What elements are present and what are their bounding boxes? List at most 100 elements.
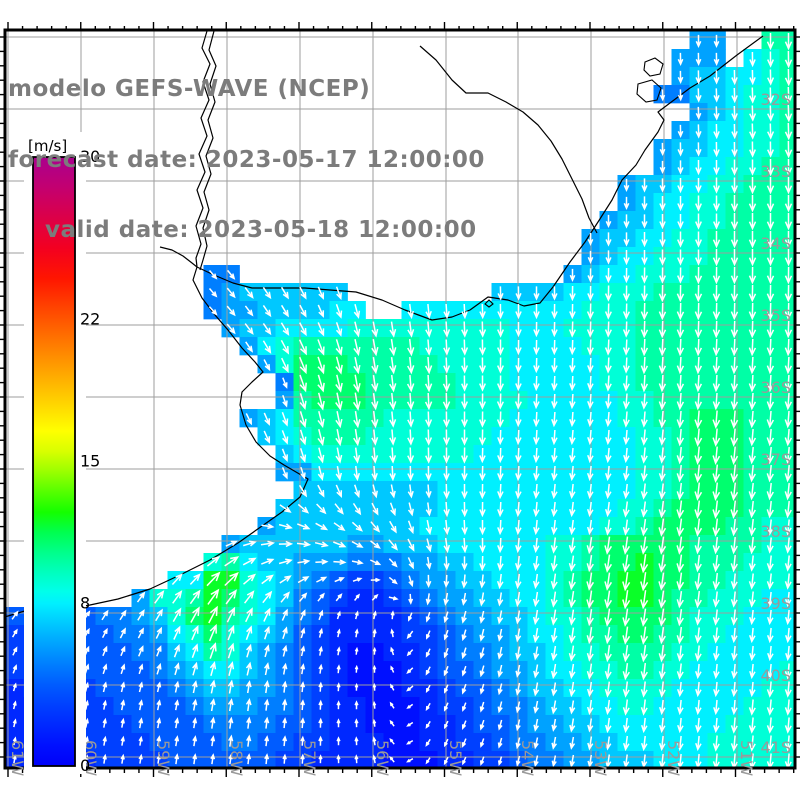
wind-arrow: [299, 411, 307, 428]
wind-arrow: [748, 356, 757, 375]
wind-arrow: [784, 338, 793, 357]
wind-arrow: [461, 393, 468, 410]
wind-arrow: [299, 304, 307, 318]
wind-cell: [779, 31, 795, 50]
wind-arrow: [766, 501, 774, 519]
lon-label: 51W: [737, 740, 756, 776]
wind-cell: [779, 265, 795, 284]
wind-arrow: [353, 374, 361, 393]
wind-arrow: [317, 374, 325, 393]
wind-arrow: [712, 627, 720, 644]
wind-arrow: [461, 519, 468, 536]
wind-arrow: [461, 647, 467, 660]
wind-arrow: [677, 160, 684, 175]
wind-arrow: [533, 321, 540, 338]
lon-label: 54W: [518, 740, 537, 776]
wind-arrow: [640, 393, 648, 410]
wind-arrow: [297, 523, 311, 530]
wind-arrow: [604, 465, 612, 482]
wind-arrow: [640, 374, 649, 393]
wind-arrow: [244, 305, 254, 317]
wind-arrow: [479, 411, 486, 428]
wind-arrow: [425, 411, 433, 428]
wind-arrow: [244, 590, 255, 604]
wind-arrow: [461, 303, 468, 320]
wind-arrow: [659, 267, 666, 284]
wind-arrow: [242, 540, 257, 547]
wind-arrow: [278, 523, 293, 530]
wind-arrow: [694, 482, 703, 501]
wind-arrow: [333, 522, 346, 531]
wind-arrow: [299, 393, 307, 410]
wind-arrow: [622, 303, 630, 320]
wind-arrow: [281, 608, 288, 621]
wind-arrow: [623, 232, 630, 247]
wind-arrow: [604, 590, 613, 609]
wind-arrow: [713, 141, 720, 158]
wind-arrow: [766, 213, 775, 231]
wind-arrow: [712, 555, 720, 573]
wind-arrow: [730, 302, 739, 321]
lat-label: 37S: [760, 450, 791, 469]
wind-arrow: [551, 411, 558, 428]
wind-arrow: [443, 357, 451, 374]
wind-arrow: [569, 411, 576, 428]
wind-arrow: [282, 644, 288, 657]
wind-arrow: [748, 591, 756, 608]
wind-cell: [779, 571, 795, 590]
wind-arrow: [299, 374, 307, 393]
wind-arrow: [315, 522, 329, 531]
colorbar-gradient: [32, 156, 76, 767]
wind-arrow: [568, 627, 576, 644]
wind-arrow: [280, 304, 289, 318]
wind-arrow: [245, 341, 254, 353]
wind-cell: [779, 751, 795, 768]
wind-arrow: [748, 429, 757, 447]
wind-arrow: [677, 231, 684, 248]
wind-arrow: [695, 70, 702, 85]
wind-arrow: [443, 611, 449, 624]
wind-arrow: [351, 540, 364, 548]
wind-arrow: [461, 537, 468, 554]
wind-arrow: [712, 338, 721, 357]
wind-arrow: [137, 627, 144, 639]
wind-arrow: [263, 607, 271, 622]
wind-arrow: [550, 627, 558, 644]
wind-arrow: [299, 429, 307, 446]
wind-arrow: [461, 610, 467, 624]
wind-arrow: [568, 555, 576, 572]
wind-arrow: [731, 69, 738, 86]
wind-arrow: [120, 663, 126, 675]
wind-arrow: [550, 501, 558, 518]
wind-arrow: [425, 684, 431, 693]
wind-arrow: [515, 737, 521, 750]
wind-arrow: [443, 647, 449, 659]
wind-arrow: [406, 630, 414, 640]
wind-arrow: [533, 286, 540, 301]
wind-arrow: [713, 160, 720, 176]
wind-arrow: [569, 393, 576, 410]
wind-arrow: [605, 447, 612, 464]
wind-arrow: [335, 322, 343, 337]
wind-arrow: [640, 554, 649, 574]
wind-arrow: [658, 699, 666, 716]
wind-arrow: [694, 663, 702, 680]
wind-arrow: [784, 663, 792, 680]
wind-arrow: [713, 52, 720, 67]
wind-arrow: [318, 663, 323, 674]
lat-label: 41S: [760, 738, 791, 757]
wind-arrow: [731, 159, 738, 176]
wind-arrow: [712, 302, 721, 321]
wind-arrow: [713, 681, 720, 698]
wind-arrow: [461, 501, 468, 518]
wind-arrow: [192, 661, 198, 676]
wind-arrow: [515, 322, 522, 338]
wind-arrow: [156, 735, 162, 747]
wind-arrow: [335, 447, 343, 464]
wind-cell: [779, 499, 795, 518]
wind-arrow: [695, 106, 702, 121]
wind-arrow: [748, 447, 756, 465]
wind-arrow: [262, 590, 273, 604]
wind-arrow: [335, 411, 343, 429]
wind-arrow: [623, 196, 630, 211]
